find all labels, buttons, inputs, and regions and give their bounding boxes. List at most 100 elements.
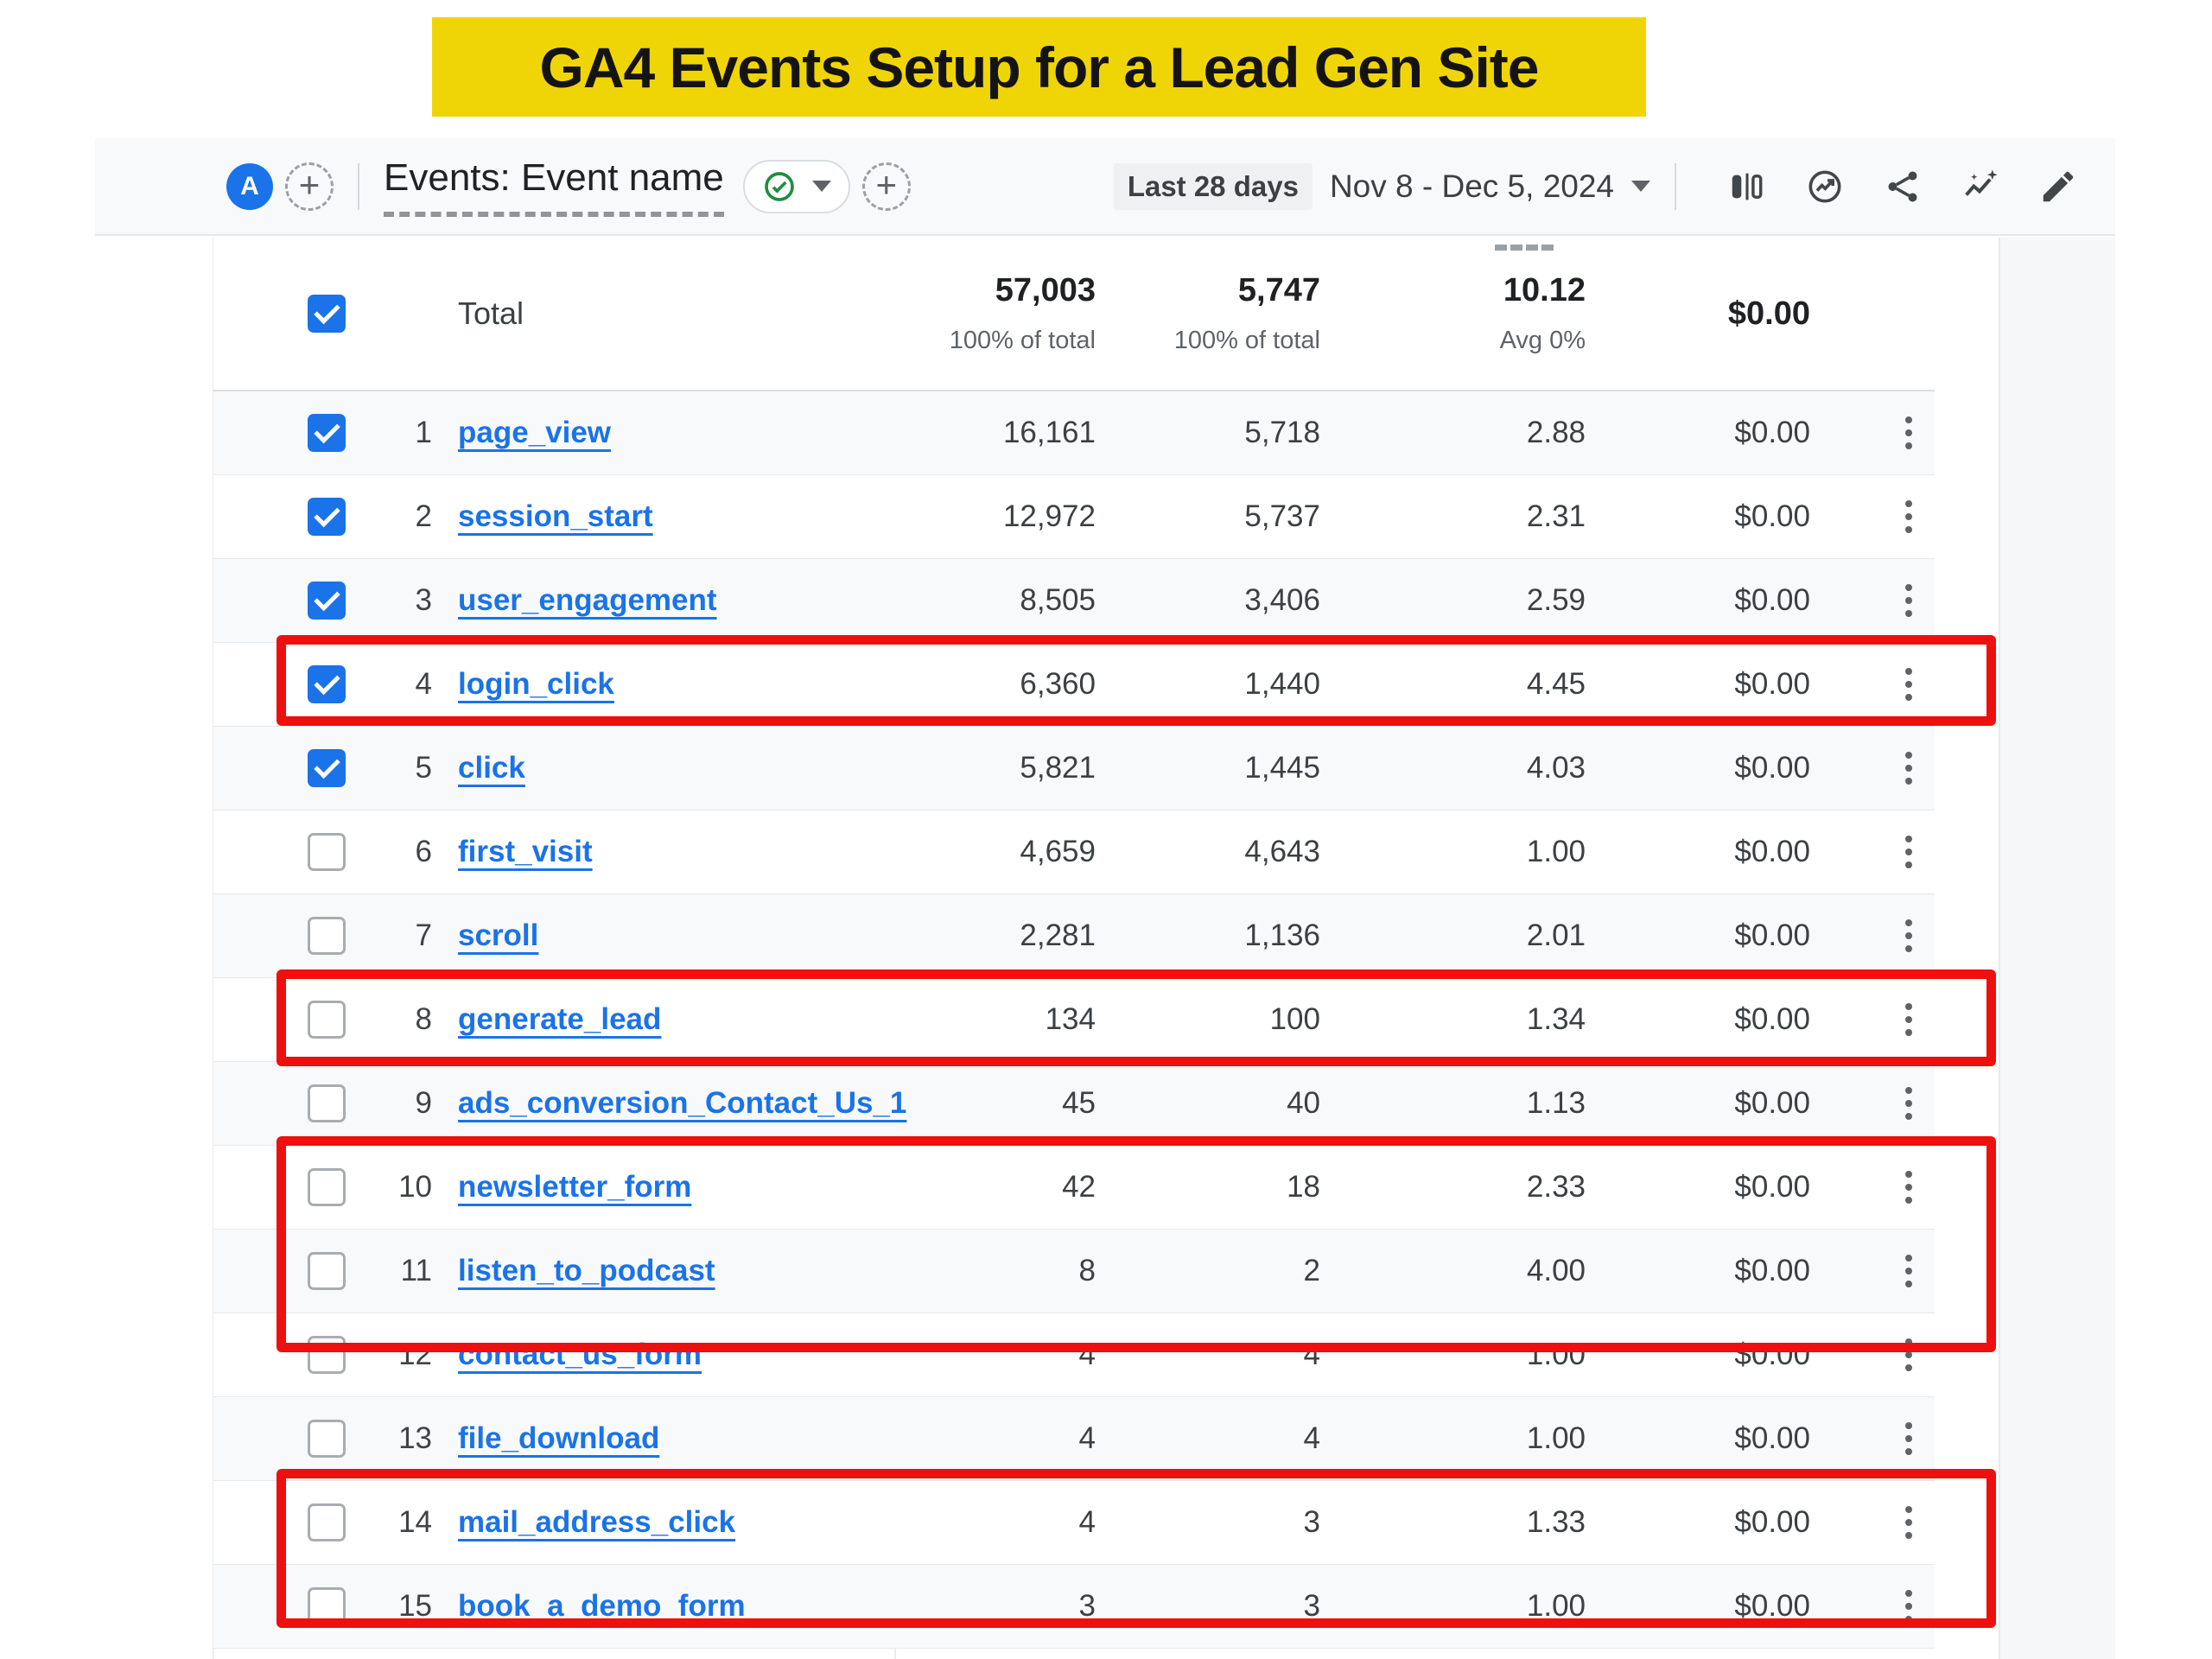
row-checkbox[interactable] [308, 1503, 346, 1541]
table-row: 5 click 5,821 1,445 4.03 $0.00 [213, 727, 1935, 810]
revenue-value: $0.00 [1734, 1338, 1810, 1371]
row-checkbox[interactable] [308, 665, 346, 703]
page-title: GA4 Events Setup for a Lead Gen Site [539, 35, 1540, 99]
row-menu-button[interactable] [1894, 559, 1923, 642]
row-number: 10 [398, 1170, 432, 1204]
row-checkbox[interactable] [308, 1252, 346, 1290]
date-preset-badge[interactable]: Last 28 days [1113, 162, 1313, 210]
event-count-per-user-value: 4.00 [1526, 1254, 1586, 1287]
row-menu-button[interactable] [1894, 643, 1923, 726]
add-segment-button[interactable]: + [285, 162, 334, 211]
event-name-link[interactable]: scroll [458, 918, 539, 952]
event-name-link[interactable]: ads_conversion_Contact_Us_1 [458, 1086, 907, 1120]
table-row: 12 contact_us_form 4 4 1.00 $0.00 [213, 1313, 1935, 1397]
event-name-link[interactable]: book_a_demo_form [458, 1589, 746, 1623]
event-count-value: 12,972 [1002, 499, 1096, 533]
table-row: 2 session_start 12,972 5,737 2.31 $0.00 [213, 475, 1935, 559]
row-checkbox[interactable] [308, 1336, 346, 1374]
event-name-link[interactable]: page_view [458, 416, 612, 449]
event-count-per-user-value: 1.33 [1526, 1505, 1586, 1539]
event-name-link[interactable]: contact_us_form [458, 1338, 702, 1371]
row-menu-button[interactable] [1894, 727, 1923, 810]
event-name-link[interactable]: login_click [458, 667, 614, 701]
insights-icon[interactable] [1804, 166, 1846, 207]
event-count-value: 4,659 [1020, 835, 1096, 868]
row-checkbox[interactable] [308, 1420, 346, 1458]
row-menu-button[interactable] [1894, 1397, 1923, 1480]
row-checkbox[interactable] [308, 833, 346, 871]
revenue-value: $0.00 [1734, 667, 1810, 701]
row-menu-button[interactable] [1894, 475, 1923, 558]
row-menu-button[interactable] [1894, 1062, 1923, 1145]
event-name-link[interactable]: mail_address_click [458, 1505, 736, 1539]
revenue-value: $0.00 [1734, 1002, 1810, 1036]
event-name-link[interactable]: user_engagement [458, 583, 717, 617]
revenue-value: $0.00 [1734, 583, 1810, 617]
add-metric-button[interactable]: + [861, 162, 911, 211]
row-menu-button[interactable] [1894, 1230, 1923, 1313]
event-name-link[interactable]: file_download [458, 1421, 660, 1455]
metric-selector-pill[interactable] [742, 159, 850, 213]
event-count-value: 4 [1078, 1505, 1096, 1539]
row-checkbox[interactable] [308, 1084, 346, 1122]
event-count-per-user-value: 1.00 [1526, 835, 1586, 868]
total-label: Total [458, 296, 524, 331]
row-menu-button[interactable] [1894, 1146, 1923, 1229]
total-revenue: $0.00 [1727, 295, 1810, 332]
chevron-down-icon [811, 181, 831, 192]
check-circle-icon [762, 169, 797, 204]
title-banner: GA4 Events Setup for a Lead Gen Site [432, 17, 1646, 117]
event-count-per-user-value: 2.01 [1526, 918, 1586, 952]
event-count-per-user-value: 4.03 [1526, 751, 1586, 785]
row-number: 8 [415, 1002, 432, 1036]
event-count-value: 3 [1078, 1589, 1096, 1623]
select-all-checkbox[interactable] [308, 295, 346, 333]
event-name-link[interactable]: newsletter_form [458, 1170, 692, 1204]
total-row: Total 57,003 100% of total 5,747 100% of… [213, 238, 1935, 391]
row-checkbox[interactable] [308, 1587, 346, 1625]
revenue-value: $0.00 [1734, 416, 1810, 449]
event-count-value: 4 [1078, 1421, 1096, 1455]
row-checkbox[interactable] [308, 1001, 346, 1039]
toolbar-divider [1675, 162, 1676, 210]
event-name-link[interactable]: first_visit [458, 835, 593, 868]
event-name-link[interactable]: click [458, 751, 525, 785]
row-checkbox[interactable] [308, 582, 346, 620]
sparkline-insights-icon[interactable] [1960, 166, 2001, 207]
event-count-value: 45 [1062, 1086, 1096, 1120]
row-number: 12 [398, 1338, 432, 1371]
event-name-link[interactable]: listen_to_podcast [458, 1254, 715, 1287]
event-count-per-user-value: 1.00 [1526, 1338, 1586, 1371]
row-checkbox[interactable] [308, 917, 346, 955]
comparison-icon[interactable] [1726, 166, 1768, 207]
row-menu-button[interactable] [1894, 1565, 1923, 1648]
toolbar-icons [1726, 166, 2079, 207]
row-menu-button[interactable] [1894, 1481, 1923, 1564]
table-row: 7 scroll 2,281 1,136 2.01 $0.00 [213, 894, 1935, 978]
row-menu-button[interactable] [1894, 978, 1923, 1061]
row-menu-button[interactable] [1894, 810, 1923, 893]
row-menu-button[interactable] [1894, 894, 1923, 977]
event-name-link[interactable]: session_start [458, 499, 653, 533]
event-count-per-user-value: 1.00 [1526, 1421, 1586, 1455]
segment-avatar[interactable]: A [226, 162, 273, 210]
date-range-selector[interactable]: Nov 8 - Dec 5, 2024 [1329, 168, 1614, 204]
row-checkbox[interactable] [308, 1168, 346, 1206]
share-icon[interactable] [1882, 166, 1923, 207]
revenue-value: $0.00 [1734, 1505, 1810, 1539]
table-row: 4 login_click 6,360 1,440 4.45 $0.00 [213, 643, 1935, 727]
total-users-value: 2 [1303, 1254, 1320, 1287]
total-event-count: 57,003 100% of total [949, 272, 1096, 354]
row-menu-button[interactable] [1894, 391, 1923, 474]
row-checkbox[interactable] [308, 749, 346, 787]
total-users-value: 4,643 [1244, 835, 1320, 868]
event-count-value: 6,360 [1020, 667, 1096, 701]
event-name-link[interactable]: generate_lead [458, 1002, 662, 1036]
dimension-selector[interactable]: Events: Event name [384, 156, 724, 217]
row-menu-button[interactable] [1894, 1313, 1923, 1396]
total-users-value: 4 [1303, 1421, 1320, 1455]
row-checkbox[interactable] [308, 498, 346, 536]
chevron-down-icon[interactable] [1631, 181, 1650, 192]
row-checkbox[interactable] [308, 414, 346, 452]
edit-icon[interactable] [2037, 166, 2079, 207]
